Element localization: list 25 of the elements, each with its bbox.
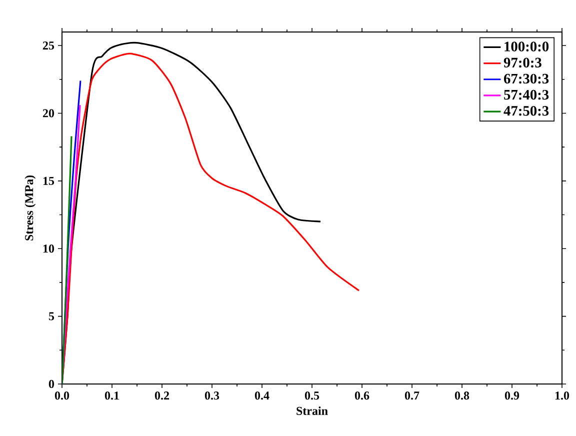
x-tick-label: 1.0 [555, 392, 570, 400]
y-tick-label: 10 [43, 244, 54, 253]
legend-label: 47:50:3 [504, 106, 549, 116]
x-tick-label: 0.2 [154, 392, 169, 400]
legend-label: 57:40:3 [504, 90, 549, 100]
y-tick-label: 20 [42, 109, 54, 118]
y-tick-label: 0 [48, 380, 54, 388]
legend-label: 67:30:3 [504, 74, 549, 84]
x-tick-label: 0.1 [104, 392, 119, 400]
x-axis-title: Strain [296, 406, 328, 415]
x-tick-label: 0.3 [204, 392, 220, 400]
legend-label: 100:0:0 [504, 42, 549, 52]
x-tick-label: 0.9 [504, 392, 520, 400]
x-tick-label: 0.7 [404, 392, 420, 400]
x-tick-label: 0.0 [54, 392, 70, 400]
y-axis-title: Stress (MPa) [24, 175, 36, 240]
x-tick-label: 0.4 [254, 392, 270, 400]
y-tick-label: 15 [43, 176, 54, 185]
y-tick-label: 5 [48, 312, 54, 320]
legend-label: 97:0:3 [504, 58, 542, 68]
x-tick-label: 0.6 [354, 392, 370, 400]
x-tick-label: 0.8 [454, 392, 470, 400]
y-tick-label: 25 [42, 42, 54, 50]
line-series [62, 135, 72, 384]
x-tick-label: 0.5 [304, 392, 320, 400]
